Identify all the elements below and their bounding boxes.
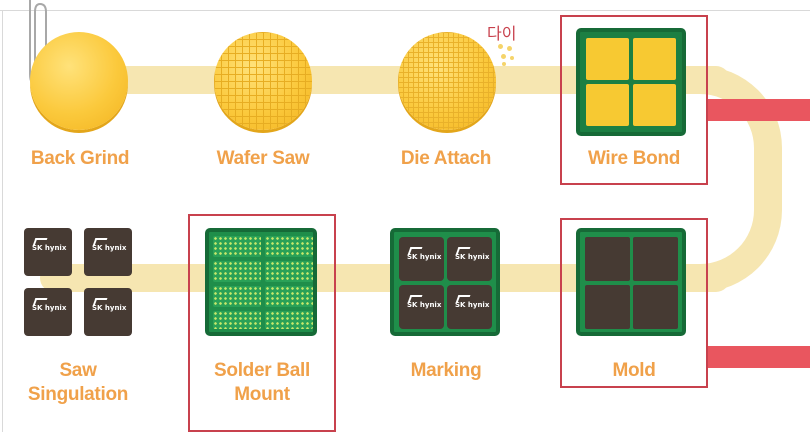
mold-label: Mold	[612, 360, 656, 381]
connector-bar-bottom	[708, 346, 810, 368]
wire-bond-label: Wire Bond	[587, 148, 681, 169]
chip-brand-text: SK hynix	[455, 253, 490, 261]
marking-label: Marking	[410, 360, 482, 381]
mold-highlight	[560, 218, 708, 388]
die-attach-label: Die Attach	[400, 148, 492, 169]
frame-left-edge	[2, 10, 3, 432]
chip-brand-text: SK hynix	[407, 253, 442, 261]
solder-ball-mount-package	[205, 228, 317, 336]
back-grind-wafer	[30, 32, 128, 130]
wire-bond-package	[576, 28, 686, 136]
saw-singulation-label-line1: Saw	[59, 360, 97, 381]
marking-package: SK hynix SK hynix SK hynix SK hynix	[390, 228, 500, 336]
solder-ball-mount-label-line1: Solder Ball	[214, 360, 310, 381]
wire-bond-highlight	[560, 15, 708, 185]
frame-top-edge	[0, 10, 810, 11]
wafer-saw-wafer	[214, 32, 312, 130]
wafer-saw-label: Wafer Saw	[216, 148, 310, 169]
saw-singulation-label-line2: Singulation	[27, 384, 129, 405]
chip-brand-text: SK hynix	[455, 301, 490, 309]
solder-ball-mount-highlight	[188, 214, 336, 432]
back-grind-label: Back Grind	[30, 148, 130, 169]
chip-brand-text: SK hynix	[32, 244, 67, 252]
chip-brand-text: SK hynix	[92, 304, 127, 312]
mold-package	[576, 228, 686, 336]
die-attach-dots	[496, 42, 518, 68]
solder-ball-mount-label-line2: Mount	[234, 384, 290, 405]
chip-brand-text: SK hynix	[32, 304, 67, 312]
die-attach-annotation: 다이	[487, 24, 517, 43]
connector-bar-top	[708, 99, 810, 121]
die-attach-wafer	[398, 32, 496, 130]
chip-brand-text: SK hynix	[92, 244, 127, 252]
chip-brand-text: SK hynix	[407, 301, 442, 309]
